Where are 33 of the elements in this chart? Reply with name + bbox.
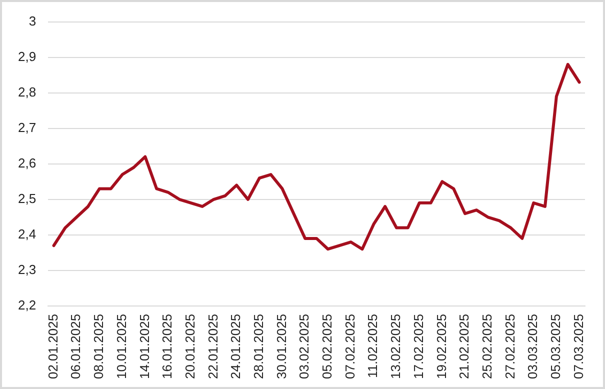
x-tick-label: 10.01.2025: [114, 314, 129, 380]
x-tick-label: 22.01.2025: [205, 314, 220, 380]
x-tick-label: 03.02.2025: [296, 314, 312, 380]
x-tick-label: 07.02.2025: [342, 314, 358, 380]
x-tick-label: 05.03.2025: [548, 314, 564, 380]
y-tick-label: 2,5: [18, 190, 36, 206]
y-tick-label: 2,6: [18, 155, 36, 170]
x-tick-label: 08.01.2025: [91, 314, 106, 380]
y-tick-label: 3: [28, 13, 36, 28]
y-tick-label: 2,8: [18, 84, 36, 100]
x-tick-label: 25.02.2025: [479, 314, 494, 380]
x-tick-label: 21.02.2025: [456, 314, 472, 380]
y-tick-label: 2,4: [18, 226, 36, 242]
y-tick-label: 2,7: [18, 120, 36, 135]
x-tick-label: 27.02.2025: [502, 314, 518, 380]
x-tick-label: 14.01.2025: [136, 314, 152, 380]
x-tick-label: 02.01.2025: [45, 314, 60, 380]
x-tick-label: 28.01.2025: [250, 314, 266, 380]
x-tick-label: 16.01.2025: [160, 314, 175, 380]
x-tick-label: 05.02.2025: [320, 314, 335, 380]
x-tick-label: 19.02.2025: [434, 314, 449, 380]
x-tick-label: 24.01.2025: [228, 314, 244, 380]
y-tick-label: 2,2: [18, 298, 36, 313]
x-tick-label: 13.02.2025: [388, 314, 404, 380]
x-tick-label: 30.01.2025: [274, 314, 289, 380]
x-tick-label: 07.03.2025: [570, 314, 586, 380]
y-tick-label: 2,3: [18, 262, 36, 277]
x-tick-label: 06.01.2025: [68, 314, 84, 380]
x-tick-label: 17.02.2025: [410, 314, 426, 380]
y-tick-label: 2,9: [18, 48, 36, 64]
x-tick-label: 11.02.2025: [365, 314, 380, 378]
x-tick-label: 03.03.2025: [525, 314, 540, 380]
x-tick-label: 20.01.2025: [182, 314, 198, 380]
